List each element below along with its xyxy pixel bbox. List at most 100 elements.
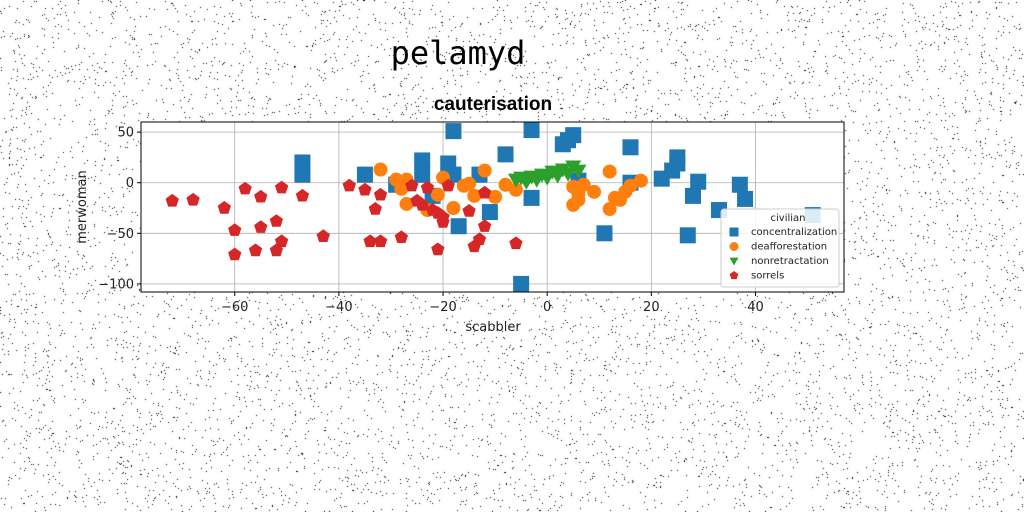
- legend-entry-label: deafforestation: [751, 242, 827, 253]
- chart-title: cauterisation: [434, 94, 552, 115]
- point-concentralization: [596, 225, 613, 242]
- point-concentralization: [497, 146, 514, 163]
- legend-marker-nonretractation: [729, 257, 739, 266]
- point-concentralization: [513, 275, 530, 292]
- point-deafforestation: [602, 202, 617, 217]
- point-sorrels: [217, 201, 231, 214]
- point-deafforestation: [602, 164, 617, 179]
- point-sorrels: [436, 215, 450, 228]
- point-deafforestation: [430, 187, 445, 202]
- point-concentralization: [294, 166, 311, 183]
- point-deafforestation: [462, 176, 477, 191]
- point-concentralization: [356, 166, 373, 183]
- point-deafforestation: [576, 177, 591, 192]
- point-sorrels: [373, 234, 388, 248]
- point-deafforestation: [399, 196, 414, 211]
- legend-box: [720, 208, 840, 288]
- legend-entry-label: nonretractation: [751, 256, 829, 267]
- legend-entries: concentralization deafforestation nonretra…: [729, 227, 837, 282]
- point-deafforestation: [467, 188, 482, 203]
- point-sorrels: [254, 220, 268, 233]
- point-sorrels: [394, 230, 408, 243]
- y-tick-label: −100: [98, 277, 134, 292]
- point-sorrels: [254, 189, 268, 203]
- x-tick-label: −40: [325, 300, 352, 315]
- point-sorrels: [431, 242, 445, 256]
- legend: civilian concentralization deafforestatio…: [720, 208, 840, 288]
- point-deafforestation: [587, 184, 602, 199]
- point-sorrels: [415, 198, 429, 211]
- point-concentralization: [679, 227, 696, 244]
- plot-frame: [140, 121, 845, 293]
- x-tick-label: 20: [643, 300, 660, 315]
- y-tick-label: −50: [107, 227, 134, 242]
- point-sorrels: [165, 193, 179, 207]
- point-sorrels: [472, 232, 487, 245]
- legend-entry-label: sorrels: [751, 271, 784, 282]
- x-tick-label: −20: [429, 300, 456, 315]
- x-tick-label: 0: [543, 300, 551, 315]
- point-nonretractation: [570, 164, 587, 179]
- point-deafforestation: [623, 178, 638, 193]
- point-concentralization: [565, 127, 582, 144]
- point-sorrels: [420, 180, 435, 194]
- point-concentralization: [414, 152, 431, 169]
- point-sorrels: [238, 181, 252, 195]
- x-tick-label: −60: [221, 300, 248, 315]
- point-deafforestation: [508, 182, 523, 197]
- y-axis-label: merwoman: [75, 170, 90, 243]
- point-deafforestation: [571, 192, 586, 207]
- point-sorrels: [363, 234, 377, 248]
- x-axis-label: scabbler: [465, 320, 521, 335]
- x-tick-label: 40: [747, 300, 764, 315]
- ticks: −60 −40 −20 0 20 40 50 0 −50 −100: [98, 126, 763, 315]
- point-sorrels: [478, 185, 492, 199]
- y-tick-label: 0: [126, 176, 134, 191]
- point-concentralization: [523, 122, 540, 139]
- point-sorrels: [274, 234, 289, 248]
- point-deafforestation: [477, 163, 492, 178]
- legend-entry-label: concentralization: [751, 227, 837, 238]
- point-deafforestation: [373, 162, 388, 177]
- legend-marker-deafforestation: [729, 242, 739, 251]
- point-sorrels: [228, 247, 242, 261]
- point-concentralization: [690, 173, 707, 190]
- point-concentralization: [731, 176, 748, 193]
- point-sorrels: [228, 223, 242, 236]
- point-sorrels: [186, 192, 200, 206]
- point-concentralization: [684, 187, 701, 204]
- legend-marker-sorrels: [729, 271, 739, 280]
- point-sorrels: [274, 180, 289, 194]
- point-sorrels: [269, 214, 283, 227]
- point-concentralization: [481, 204, 498, 221]
- point-concentralization: [450, 218, 467, 235]
- point-concentralization: [737, 190, 754, 207]
- point-deafforestation: [498, 177, 513, 192]
- point-sorrels: [316, 229, 330, 242]
- point-concentralization: [445, 123, 462, 140]
- point-concentralization: [523, 189, 540, 206]
- data-points: [165, 122, 821, 292]
- legend-title: civilian: [771, 213, 806, 224]
- point-sorrels: [248, 243, 263, 257]
- point-sorrels: [405, 178, 419, 192]
- point-sorrels: [441, 178, 455, 192]
- y-tick-label: 50: [117, 126, 134, 141]
- point-sorrels: [342, 178, 356, 192]
- point-sorrels: [462, 204, 476, 217]
- point-sorrels: [478, 219, 492, 232]
- point-sorrels: [368, 202, 382, 215]
- point-concentralization: [669, 149, 686, 166]
- point-deafforestation: [446, 201, 461, 216]
- point-concentralization: [414, 166, 431, 183]
- point-concentralization: [622, 139, 639, 156]
- figure-suptitle: pelamyd: [391, 34, 526, 72]
- point-sorrels: [509, 236, 523, 250]
- legend-marker-concentralization: [729, 227, 739, 237]
- point-sorrels: [295, 188, 310, 202]
- point-sorrels: [373, 187, 388, 201]
- point-deafforestation: [488, 189, 503, 204]
- point-sorrels: [358, 182, 372, 196]
- point-concentralization: [294, 154, 311, 171]
